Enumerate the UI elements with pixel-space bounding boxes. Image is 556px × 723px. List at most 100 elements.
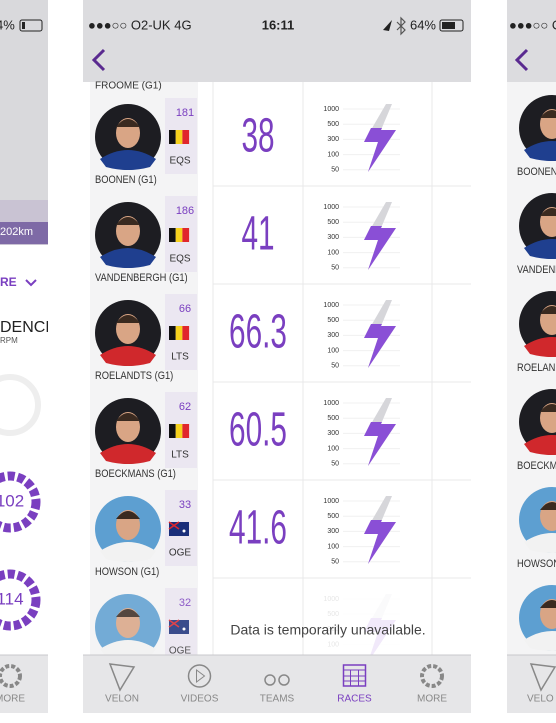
rider-name: BOONEN (G1) bbox=[95, 174, 157, 186]
back-button[interactable] bbox=[514, 48, 529, 72]
avatar-hair bbox=[540, 208, 556, 216]
speed-value: 41 bbox=[241, 208, 274, 261]
rider-name: BOONEN ( bbox=[517, 166, 556, 178]
tab-icon bbox=[108, 663, 136, 692]
flag-stripe bbox=[169, 130, 176, 144]
carrier: ●●●○○ O bbox=[509, 17, 556, 32]
flag-stripe bbox=[169, 326, 176, 340]
gauge-ring bbox=[0, 471, 41, 533]
power-scale-label: 500 bbox=[327, 317, 339, 324]
battery-label: 4% bbox=[0, 17, 15, 32]
speed-value: 38 bbox=[241, 110, 274, 163]
tab-icon bbox=[529, 663, 556, 692]
tab[interactable]: TEAMS bbox=[260, 674, 295, 705]
team-code: EQS bbox=[169, 156, 190, 167]
avatar-hair bbox=[116, 217, 140, 225]
rider-row[interactable]: 186 EQS VANDENBERGH (G1) 41 1000 500 300 100 50 bbox=[95, 196, 471, 285]
bolt-fill bbox=[364, 422, 396, 466]
gauge-value: 114 bbox=[0, 589, 24, 608]
rider-name: ROELANDT bbox=[517, 362, 556, 374]
flag-stripe bbox=[175, 228, 183, 242]
main-panel: 181 EQS BOONEN (G1) 38 1000 500 300 100 50 186 EQS… bbox=[83, 0, 471, 723]
rider-name: BOECKMANS (G1) bbox=[95, 468, 176, 480]
bolt-bg bbox=[364, 594, 396, 662]
power-scale-label: 1000 bbox=[323, 596, 339, 603]
rider-name: ROELANDTS (G1) bbox=[95, 370, 173, 382]
tab-label: VIDEOS bbox=[181, 694, 219, 705]
rider-number: 33 bbox=[179, 499, 191, 511]
avatar-jersey bbox=[100, 150, 156, 170]
tab-icon-grid bbox=[343, 669, 366, 686]
power-scale-label: 300 bbox=[327, 430, 339, 437]
rider-row[interactable]: 66 LTS ROELANDTS (G1) 66.3 1000 500 300 100 50 bbox=[95, 294, 471, 383]
tab-label[interactable]: VELO bbox=[527, 694, 554, 705]
power-gauge: 1000 500 300 100 50 bbox=[323, 398, 400, 468]
team-code: OGE bbox=[169, 646, 192, 657]
tab-icon bbox=[0, 664, 22, 688]
tab-icon bbox=[264, 674, 276, 686]
power-gauge: 1000 500 300 100 50 bbox=[323, 202, 400, 272]
power-scale-label: 1000 bbox=[323, 498, 339, 505]
tab-icon bbox=[278, 674, 290, 686]
avatar-hair bbox=[116, 315, 140, 323]
power-scale-label: 100 bbox=[327, 151, 339, 158]
tab[interactable]: RACES bbox=[337, 664, 372, 705]
power-scale-label: 500 bbox=[327, 219, 339, 226]
bluetooth-icon bbox=[396, 16, 406, 36]
team-code: EQS bbox=[169, 254, 190, 265]
clock: 16:11 bbox=[262, 17, 295, 32]
power-scale-label: 500 bbox=[327, 611, 339, 618]
bolt-fill bbox=[364, 128, 396, 172]
battery-icon bbox=[19, 19, 43, 32]
bolt-fill bbox=[364, 324, 396, 368]
avatar-hair bbox=[540, 502, 556, 510]
location-icon bbox=[383, 20, 392, 31]
battery-label: 64% bbox=[410, 17, 436, 32]
tab-bar bbox=[83, 655, 471, 713]
rider-row[interactable]: 33 OGE HOWSON (G1) 41.6 1000 500 300 100 50 bbox=[95, 490, 471, 579]
flag-union bbox=[168, 619, 180, 628]
tab-label: RACES bbox=[337, 694, 372, 705]
power-scale-label: 50 bbox=[331, 461, 339, 468]
section-toggle[interactable]: RE bbox=[0, 275, 17, 289]
power-scale-label: 1000 bbox=[323, 204, 339, 211]
avatar-jersey bbox=[524, 337, 556, 357]
power-scale-label: 100 bbox=[327, 641, 339, 648]
avatar-hair bbox=[116, 413, 140, 421]
rider-name: BOECKMAN bbox=[517, 460, 556, 472]
battery-icon bbox=[439, 19, 464, 32]
avatar-hair bbox=[540, 404, 556, 412]
back-button[interactable] bbox=[91, 48, 106, 72]
power-scale-label: 500 bbox=[327, 415, 339, 422]
flag-stripe bbox=[175, 424, 183, 438]
rider-row[interactable]: 62 LTS BOECKMANS (G1) 60.5 1000 500 300 100 50 bbox=[95, 392, 471, 481]
flag-star bbox=[182, 627, 186, 631]
speed-value: 66.3 bbox=[229, 306, 287, 359]
avatar-hair bbox=[116, 511, 140, 519]
power-gauge: 1000 500 300 100 50 bbox=[323, 300, 400, 370]
rider-number: 181 bbox=[176, 107, 194, 119]
bolt-fill bbox=[364, 618, 396, 662]
tab[interactable]: VIDEOS bbox=[181, 664, 219, 705]
tab-label[interactable]: MORE bbox=[0, 694, 25, 705]
avatar-jersey bbox=[100, 346, 156, 366]
power-scale-label: 100 bbox=[327, 249, 339, 256]
power-scale-label: 500 bbox=[327, 513, 339, 520]
power-scale-label: 500 bbox=[327, 121, 339, 128]
tab[interactable]: VELON bbox=[105, 663, 139, 705]
tab[interactable]: MORE bbox=[417, 664, 447, 705]
metric-title: DENCE bbox=[0, 319, 56, 336]
flag-stripe bbox=[175, 326, 183, 340]
rider-row[interactable]: 181 EQS BOONEN (G1) 38 1000 500 300 100 50 bbox=[95, 98, 471, 187]
chevron-icon bbox=[25, 279, 37, 287]
metric-unit: RPM bbox=[0, 336, 18, 345]
column-bg bbox=[507, 82, 556, 655]
power-scale-label: 300 bbox=[327, 626, 339, 633]
power-scale-label: 300 bbox=[327, 136, 339, 143]
gauge-value: 102 bbox=[0, 491, 24, 510]
power-scale-label: 300 bbox=[327, 332, 339, 339]
rider-number: 66 bbox=[179, 303, 191, 315]
header-bg bbox=[83, 0, 471, 82]
rider-name: VANDENB bbox=[517, 264, 556, 276]
